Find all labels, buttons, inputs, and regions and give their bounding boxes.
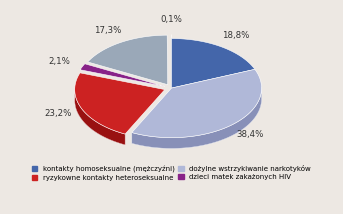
- Polygon shape: [132, 87, 262, 149]
- Polygon shape: [88, 35, 168, 85]
- Text: 2,1%: 2,1%: [48, 57, 70, 66]
- Polygon shape: [132, 86, 262, 149]
- Text: 0,1%: 0,1%: [160, 15, 182, 24]
- Polygon shape: [75, 87, 125, 145]
- Polygon shape: [75, 73, 165, 134]
- Polygon shape: [172, 39, 255, 88]
- Text: 38,4%: 38,4%: [237, 130, 264, 139]
- Text: 17,3%: 17,3%: [94, 26, 121, 35]
- Polygon shape: [80, 64, 165, 86]
- Polygon shape: [132, 69, 262, 138]
- Legend: kontakty homoseksualne (mężczyźni), ryzykowne kontakty heteroseksualne, dożylne : kontakty homoseksualne (mężczyźni), ryzy…: [32, 165, 311, 181]
- Polygon shape: [171, 34, 172, 83]
- Polygon shape: [75, 87, 125, 145]
- Text: 23,2%: 23,2%: [44, 109, 72, 118]
- Text: 18,8%: 18,8%: [222, 31, 249, 40]
